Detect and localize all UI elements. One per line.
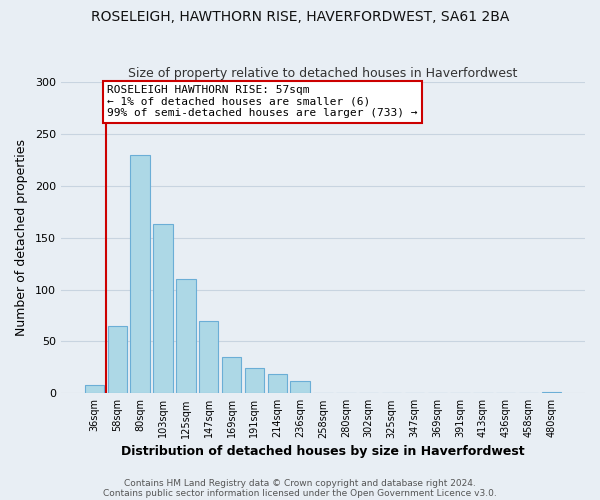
Bar	[85, 385, 104, 394]
Bar	[542, 392, 561, 394]
Text: ROSELEIGH HAWTHORN RISE: 57sqm
← 1% of detached houses are smaller (6)
99% of se: ROSELEIGH HAWTHORN RISE: 57sqm ← 1% of d…	[107, 85, 418, 118]
Text: Contains HM Land Registry data © Crown copyright and database right 2024.: Contains HM Land Registry data © Crown c…	[124, 478, 476, 488]
Bar	[176, 279, 196, 394]
Text: ROSELEIGH, HAWTHORN RISE, HAVERFORDWEST, SA61 2BA: ROSELEIGH, HAWTHORN RISE, HAVERFORDWEST,…	[91, 10, 509, 24]
Title: Size of property relative to detached houses in Haverfordwest: Size of property relative to detached ho…	[128, 66, 518, 80]
Bar	[199, 320, 218, 394]
Bar	[268, 374, 287, 394]
Bar	[130, 154, 150, 394]
Bar	[222, 357, 241, 394]
Bar	[107, 326, 127, 394]
X-axis label: Distribution of detached houses by size in Haverfordwest: Distribution of detached houses by size …	[121, 444, 525, 458]
Text: Contains public sector information licensed under the Open Government Licence v3: Contains public sector information licen…	[103, 488, 497, 498]
Bar	[290, 381, 310, 394]
Bar	[154, 224, 173, 394]
Y-axis label: Number of detached properties: Number of detached properties	[15, 139, 28, 336]
Bar	[245, 368, 264, 394]
